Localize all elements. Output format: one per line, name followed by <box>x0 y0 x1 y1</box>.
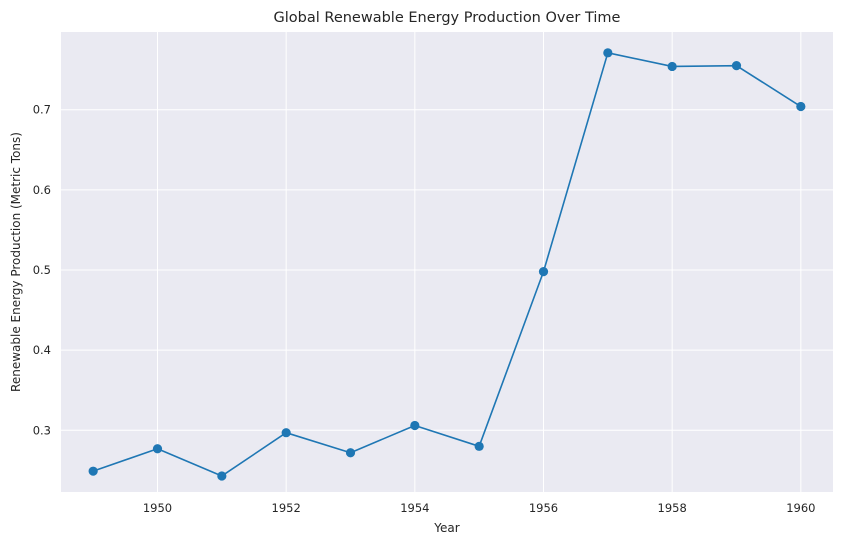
y-tick-label: 0.6 <box>33 183 51 197</box>
y-tick-label: 0.5 <box>33 263 51 277</box>
x-tick-label: 1960 <box>786 501 815 515</box>
y-tick-label: 0.4 <box>33 343 51 357</box>
x-tick-label: 1958 <box>658 501 687 515</box>
plot-area <box>61 32 833 492</box>
series-group <box>88 48 806 481</box>
data-point <box>217 471 227 481</box>
data-point <box>88 466 98 476</box>
x-tick-labels: 1950 1952 1954 1956 1958 1960 <box>143 501 816 515</box>
y-axis-label: Renewable Energy Production (Metric Tons… <box>9 132 23 392</box>
data-point <box>731 61 742 71</box>
x-tick-label: 1956 <box>529 501 558 515</box>
series-line <box>92 52 802 477</box>
x-axis-label: Year <box>433 521 459 535</box>
data-point <box>152 444 163 454</box>
data-point <box>281 428 291 438</box>
y-tick-labels: 0.3 0.4 0.5 0.6 0.7 <box>33 103 51 438</box>
x-tick-label: 1952 <box>272 501 301 515</box>
y-tick-label: 0.3 <box>33 423 51 437</box>
x-tick-label: 1954 <box>400 501 429 515</box>
data-point <box>667 61 677 72</box>
data-point <box>345 448 356 458</box>
data-point <box>796 101 806 112</box>
y-tick-label: 0.7 <box>33 103 51 117</box>
data-point <box>603 48 613 58</box>
data-point <box>474 441 484 451</box>
x-tick-label: 1950 <box>143 501 172 515</box>
data-point <box>410 420 420 431</box>
data-point <box>538 267 549 277</box>
chart-title: Global Renewable Energy Production Over … <box>274 10 621 26</box>
